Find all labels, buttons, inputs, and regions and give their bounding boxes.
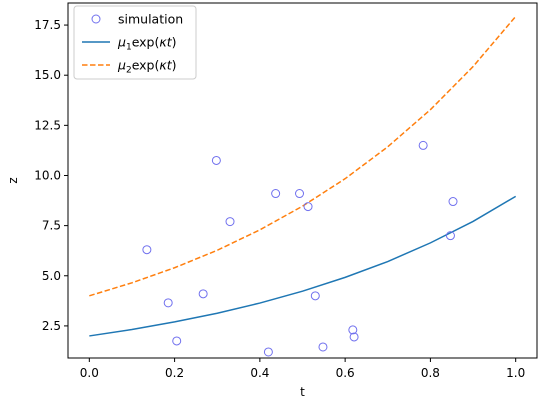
series-line-1 [89, 195, 517, 337]
x-axis: 0.0 0.2 0.4 0.6 0.8 1.0 [80, 358, 525, 380]
y-tick-label: 10.0 [34, 168, 61, 182]
series-line-2 [89, 15, 517, 297]
scatter-point [211, 155, 221, 165]
x-tick-label: 0.2 [165, 366, 184, 380]
scatter-point [225, 217, 235, 227]
scatter-point [348, 325, 358, 335]
scatter-point [349, 332, 359, 342]
scatter-point [448, 197, 458, 207]
lines-layer [89, 15, 517, 337]
legend: simulation μ1exp(κt) μ2exp(κt) [73, 5, 197, 80]
scatter-point [172, 336, 182, 346]
legend-label-mu1: μ1exp(κt) [117, 35, 177, 53]
y-tick-label: 7.5 [42, 219, 61, 233]
y-tick-label: 5.0 [42, 269, 61, 283]
x-tick-label: 1.0 [506, 366, 525, 380]
y-axis-label: z [6, 177, 20, 183]
scatter-point [295, 189, 305, 199]
x-tick-label: 0.4 [250, 366, 269, 380]
scatter-point [445, 231, 455, 241]
y-tick-label: 2.5 [42, 319, 61, 333]
x-tick-label: 0.6 [336, 366, 355, 380]
x-tick-label: 0.8 [421, 366, 440, 380]
points-layer [142, 140, 458, 357]
plot-area [67, 2, 538, 359]
x-tick-label: 0.0 [80, 366, 99, 380]
legend-label-mu2: μ2exp(κt) [117, 58, 177, 76]
legend-marker-simulation [91, 14, 101, 24]
scatter-point [318, 342, 328, 352]
scatter-point [263, 347, 273, 357]
y-tick-label: 17.5 [34, 18, 61, 32]
scatter-point [163, 298, 173, 308]
y-tick-label: 15.0 [34, 68, 61, 82]
scatter-point [310, 291, 320, 301]
scatter-point [198, 289, 208, 299]
scatter-point [271, 189, 281, 199]
legend-box [73, 5, 197, 80]
y-tick-label: 12.5 [34, 118, 61, 132]
y-axis: 2.5 5.0 7.5 10.0 12.5 15.0 17.5 [34, 18, 68, 333]
scatter-point [142, 245, 152, 255]
scatter-point [418, 140, 428, 150]
scatter-point [303, 202, 313, 212]
x-axis-label: t [300, 385, 305, 399]
legend-label-simulation: simulation [118, 12, 183, 27]
